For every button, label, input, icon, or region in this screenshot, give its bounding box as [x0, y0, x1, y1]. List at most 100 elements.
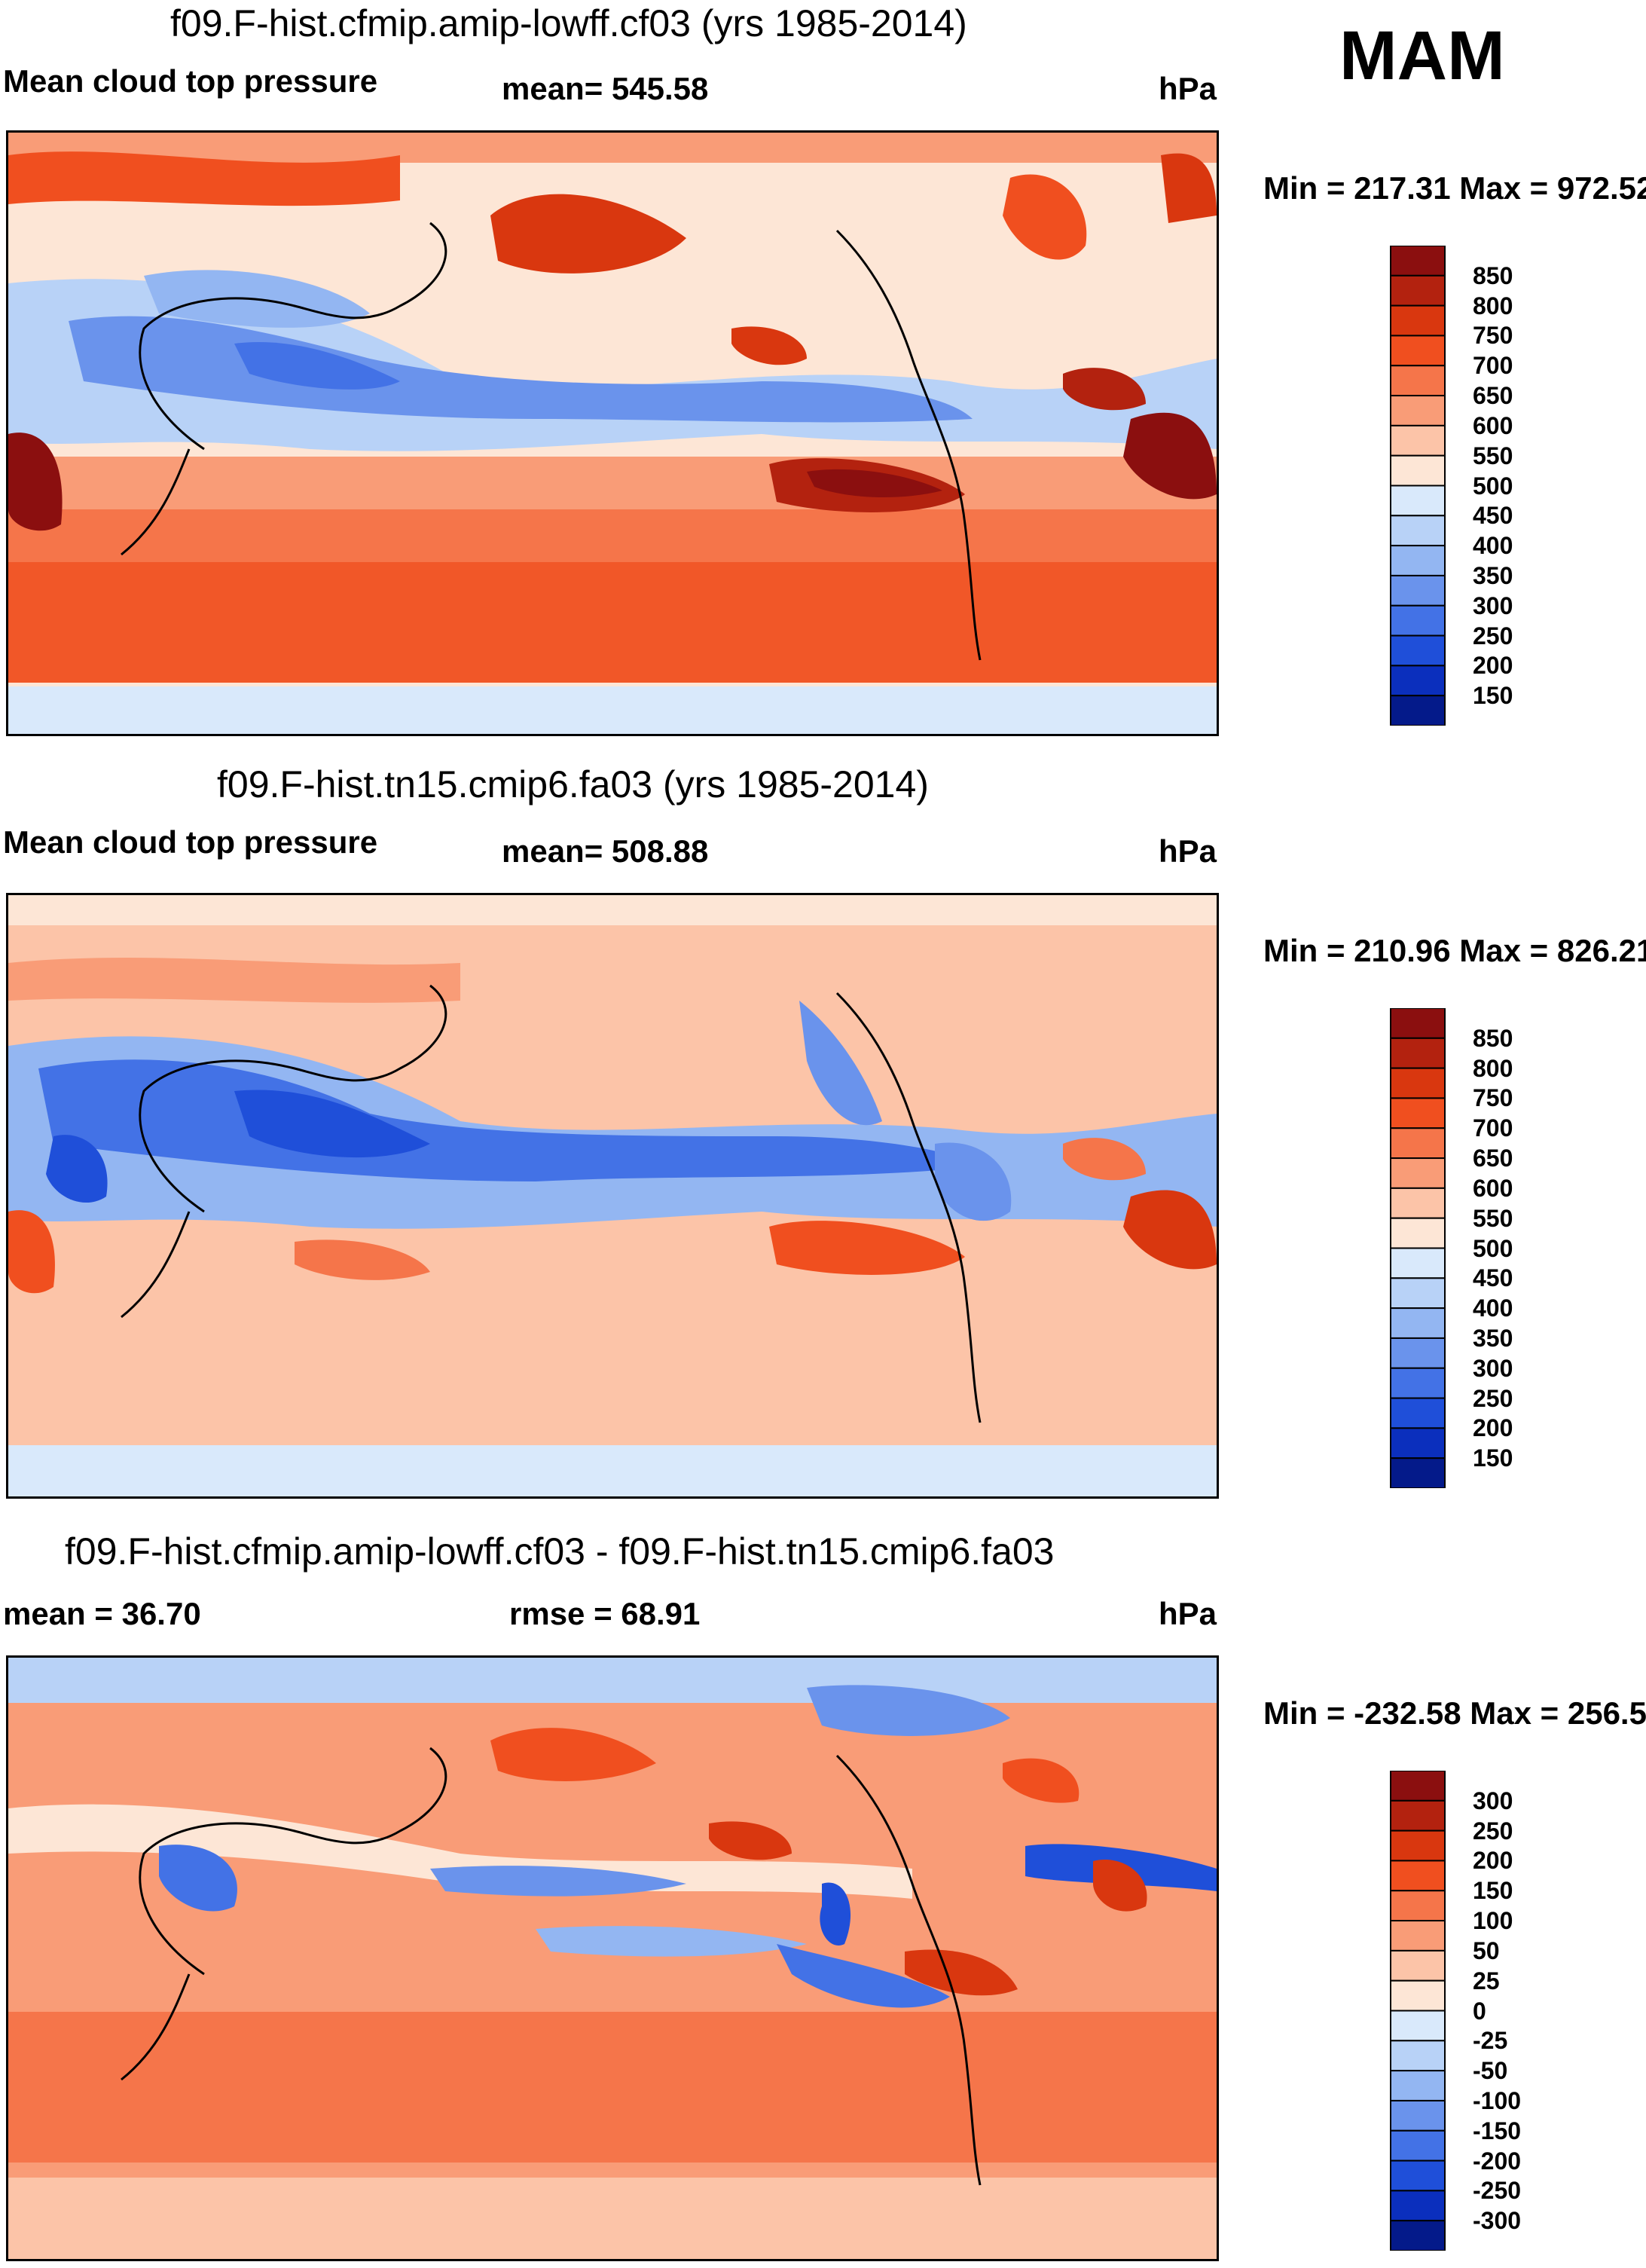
colorbar-box — [1390, 1037, 1446, 1069]
colorbar-label: -250 — [1473, 2177, 1522, 2205]
colorbar-label: 150 — [1473, 1877, 1513, 1905]
colorbar-label: 350 — [1473, 561, 1513, 589]
colorbar-label: 150 — [1473, 682, 1513, 710]
colorbar-label: 600 — [1473, 1174, 1513, 1202]
panel2-map — [6, 893, 1219, 1499]
colorbar-label: 200 — [1473, 652, 1513, 680]
colorbar-label: 300 — [1473, 591, 1513, 619]
colorbar-label: 800 — [1473, 292, 1513, 319]
panel2-left-label: Mean cloud top pressure — [3, 824, 378, 860]
colorbar-box — [1390, 1277, 1446, 1310]
colorbar-box — [1390, 335, 1446, 367]
colorbar-label: 500 — [1473, 472, 1513, 500]
colorbar-label: 600 — [1473, 411, 1513, 439]
colorbar-label: 400 — [1473, 1294, 1513, 1322]
colorbar-box — [1390, 246, 1446, 277]
panel2-mean-label: mean= 508.88 — [502, 833, 709, 869]
colorbar-label: 400 — [1473, 532, 1513, 560]
colorbar-box — [1390, 634, 1446, 667]
colorbar-box — [1390, 665, 1446, 697]
colorbar-box — [1390, 2159, 1446, 2192]
colorbar-label: 800 — [1473, 1054, 1513, 1082]
colorbar-box — [1390, 1097, 1446, 1129]
colorbar-box — [1390, 1949, 1446, 1982]
colorbar-label: -25 — [1473, 2027, 1508, 2055]
panel1-colorbar — [1390, 246, 1446, 726]
colorbar-box — [1390, 1307, 1446, 1339]
colorbar-box — [1390, 395, 1446, 426]
panel3-units: hPa — [1159, 1596, 1217, 1631]
colorbar-label: 650 — [1473, 1145, 1513, 1172]
panel2-minmax: Min = 210.96 Max = 826.21 — [1263, 933, 1646, 968]
colorbar-label: 200 — [1473, 1414, 1513, 1442]
panel3-map — [6, 1655, 1219, 2261]
colorbar-box — [1390, 484, 1446, 517]
panel3-title: f09.F-hist.cfmip.amip-lowff.cf03 - f09.F… — [65, 1530, 1055, 1573]
colorbar-box — [1390, 1457, 1446, 1488]
colorbar-box — [1390, 1157, 1446, 1189]
colorbar-box — [1390, 1367, 1446, 1399]
colorbar-label: 25 — [1473, 1967, 1500, 1994]
colorbar-label: 750 — [1473, 322, 1513, 350]
colorbar-box — [1390, 515, 1446, 547]
colorbar-label: 150 — [1473, 1444, 1513, 1472]
colorbar-box — [1390, 2220, 1446, 2251]
colorbar-box — [1390, 1920, 1446, 1952]
colorbar-label: 250 — [1473, 622, 1513, 650]
colorbar-box — [1390, 2040, 1446, 2072]
colorbar-box — [1390, 1247, 1446, 1279]
colorbar-label: 350 — [1473, 1324, 1513, 1352]
colorbar-label: 250 — [1473, 1384, 1513, 1412]
colorbar-label: 550 — [1473, 442, 1513, 469]
colorbar-box — [1390, 1337, 1446, 1369]
colorbar-box — [1390, 1860, 1446, 1892]
panel3-mean-label: mean = 36.70 — [3, 1596, 201, 1631]
colorbar-box — [1390, 2129, 1446, 2162]
colorbar-box — [1390, 1397, 1446, 1429]
panel2-colorbar — [1390, 1008, 1446, 1488]
season-label: MAM — [1339, 17, 1505, 94]
colorbar-box — [1390, 545, 1446, 576]
colorbar-label: 850 — [1473, 1024, 1513, 1052]
colorbar-box — [1390, 1008, 1446, 1039]
colorbar-box — [1390, 1187, 1446, 1219]
colorbar-box — [1390, 1067, 1446, 1099]
colorbar-label: 850 — [1473, 261, 1513, 289]
colorbar-box — [1390, 1217, 1446, 1249]
colorbar-label: -100 — [1473, 2086, 1522, 2114]
colorbar-box — [1390, 1799, 1446, 1832]
colorbar-box — [1390, 2190, 1446, 2222]
colorbar-label: 700 — [1473, 1114, 1513, 1142]
colorbar-label: 450 — [1473, 502, 1513, 530]
panel1-left-label: Mean cloud top pressure — [3, 63, 378, 99]
colorbar-box — [1390, 1127, 1446, 1160]
panel3-rmse-label: rmse = 68.91 — [509, 1596, 701, 1631]
colorbar-label: 550 — [1473, 1204, 1513, 1232]
panel3-minmax: Min = -232.58 Max = 256.55 — [1263, 1695, 1646, 1731]
colorbar-box — [1390, 1829, 1446, 1862]
panel1-minmax: Min = 217.31 Max = 972.52 — [1263, 170, 1646, 206]
colorbar-label: 500 — [1473, 1234, 1513, 1262]
colorbar-box — [1390, 365, 1446, 397]
colorbar-label: 250 — [1473, 1817, 1513, 1845]
colorbar-box — [1390, 2099, 1446, 2132]
panel2-title: f09.F-hist.tn15.cmip6.fa03 (yrs 1985-201… — [217, 763, 929, 805]
colorbar-box — [1390, 2010, 1446, 2042]
colorbar-label: 300 — [1473, 1354, 1513, 1382]
panel1-units: hPa — [1159, 71, 1217, 106]
colorbar-box — [1390, 1979, 1446, 2012]
colorbar-label: 300 — [1473, 1787, 1513, 1814]
colorbar-box — [1390, 1890, 1446, 1922]
colorbar-label: -150 — [1473, 2117, 1522, 2144]
colorbar-label: -50 — [1473, 2057, 1508, 2085]
colorbar-box — [1390, 1427, 1446, 1460]
colorbar-label: 0 — [1473, 1997, 1486, 2025]
colorbar-label: 50 — [1473, 1936, 1500, 1964]
colorbar-box — [1390, 274, 1446, 307]
colorbar-label: 700 — [1473, 352, 1513, 380]
colorbar-box — [1390, 424, 1446, 457]
colorbar-box — [1390, 1771, 1446, 1802]
colorbar-label: -200 — [1473, 2147, 1522, 2175]
colorbar-label: 450 — [1473, 1264, 1513, 1292]
colorbar-label: 650 — [1473, 382, 1513, 410]
